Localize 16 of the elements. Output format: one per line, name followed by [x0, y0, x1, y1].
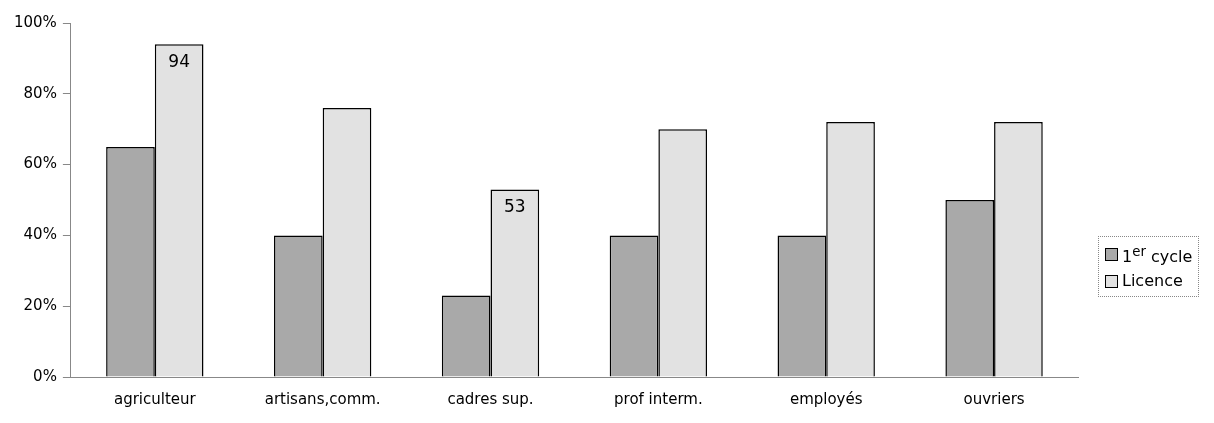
y-tick-label: 100% — [13, 12, 57, 31]
x-tick-label: agriculteur — [113, 389, 197, 408]
x-tick-label: employés — [789, 389, 863, 408]
y-tick-label: 80% — [23, 83, 57, 102]
legend-label: Licence — [1122, 270, 1183, 293]
y-tick-label: 0% — [33, 366, 57, 385]
y-tick-label: 20% — [23, 296, 57, 315]
y-tick-label: 60% — [23, 154, 57, 173]
data-label: 94 — [168, 51, 190, 72]
x-tick-label: cadres sup. — [447, 389, 534, 408]
x-tick-label: prof interm. — [614, 389, 703, 408]
x-tick-label: artisans,comm. — [264, 389, 381, 408]
data-label: 53 — [504, 196, 526, 217]
x-tick-label: ouvriers — [963, 389, 1025, 408]
y-tick-label: 40% — [23, 225, 57, 244]
legend-label: 1$^{er}$ cycle — [1122, 243, 1193, 269]
